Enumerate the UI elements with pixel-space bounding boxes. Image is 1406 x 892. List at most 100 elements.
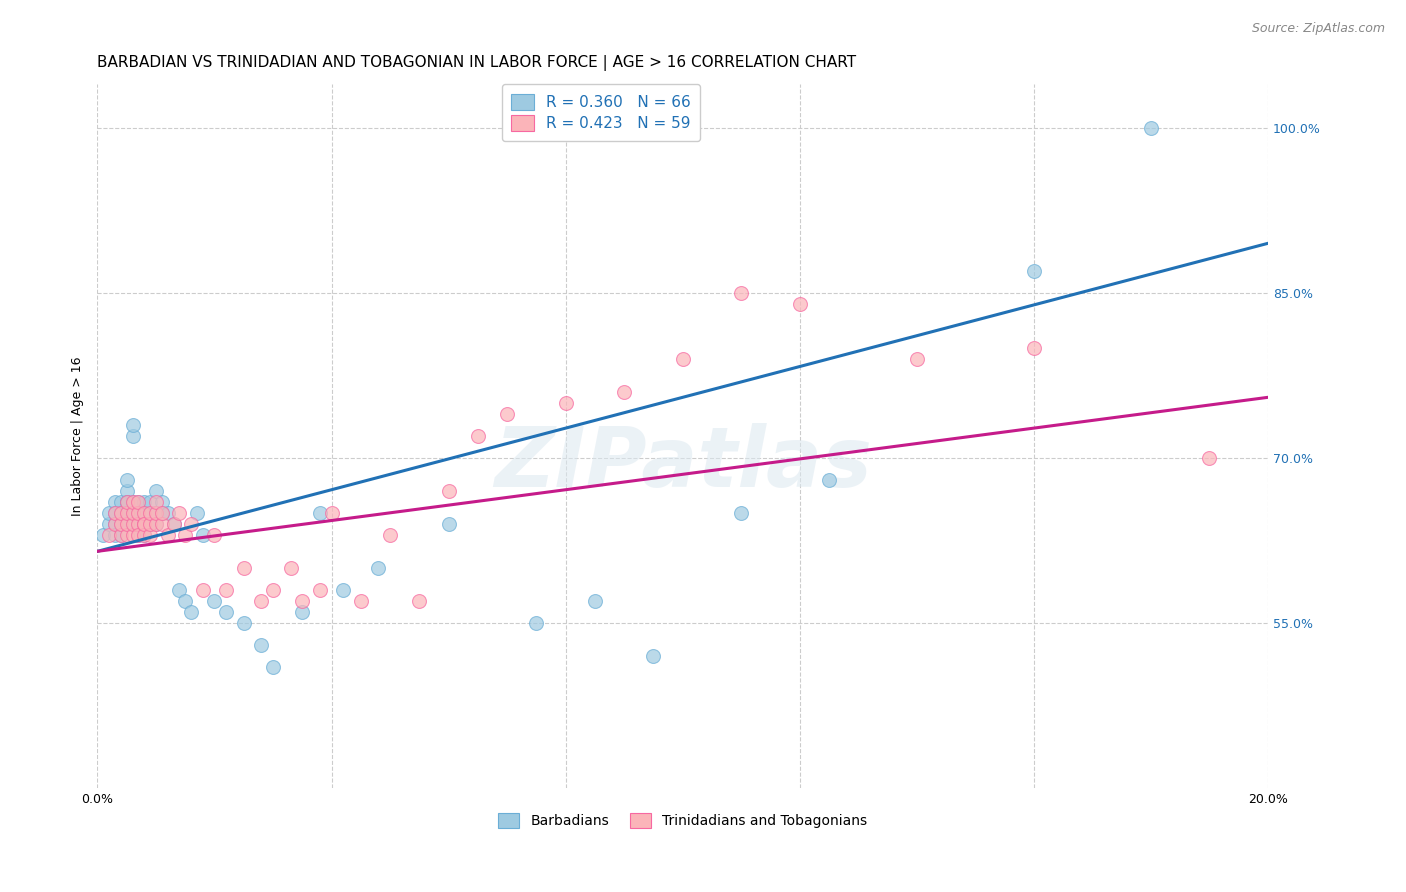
Point <box>110 516 132 531</box>
Point <box>134 528 156 542</box>
Point <box>150 516 173 531</box>
Point <box>134 516 156 531</box>
Point <box>291 594 314 608</box>
Point <box>104 506 127 520</box>
Point <box>204 594 226 608</box>
Point <box>169 506 191 520</box>
Point <box>134 506 156 520</box>
Point <box>121 495 143 509</box>
Point <box>134 516 156 531</box>
Legend: Barbadians, Trinidadians and Tobagonians: Barbadians, Trinidadians and Tobagonians <box>494 807 873 834</box>
Point <box>115 506 138 520</box>
Point <box>134 495 156 509</box>
Point <box>121 417 143 432</box>
Text: Source: ZipAtlas.com: Source: ZipAtlas.com <box>1251 22 1385 36</box>
Point <box>145 516 167 531</box>
Point <box>191 582 214 597</box>
Point <box>110 528 132 542</box>
Point <box>145 506 167 520</box>
Point <box>145 483 167 498</box>
Point <box>905 351 928 366</box>
Point <box>308 582 330 597</box>
Point <box>467 429 489 443</box>
Point <box>730 506 752 520</box>
Point <box>1198 450 1220 465</box>
Point <box>139 516 162 531</box>
Point <box>437 516 460 531</box>
Point <box>110 506 132 520</box>
Point <box>250 638 273 652</box>
Point <box>156 506 179 520</box>
Point <box>215 605 238 619</box>
Point <box>332 582 354 597</box>
Point <box>115 483 138 498</box>
Point <box>110 506 132 520</box>
Y-axis label: In Labor Force | Age > 16: In Labor Force | Age > 16 <box>72 356 84 516</box>
Point <box>174 594 197 608</box>
Point <box>262 660 284 674</box>
Point <box>104 495 127 509</box>
Point <box>121 516 143 531</box>
Point <box>1022 264 1045 278</box>
Point <box>139 506 162 520</box>
Point <box>308 506 330 520</box>
Point <box>180 516 202 531</box>
Point <box>156 528 179 542</box>
Point <box>127 516 149 531</box>
Point <box>496 407 519 421</box>
Point <box>127 528 149 542</box>
Point <box>115 473 138 487</box>
Point <box>115 495 138 509</box>
Point <box>110 516 132 531</box>
Point <box>121 506 143 520</box>
Point <box>115 516 138 531</box>
Point <box>583 594 606 608</box>
Point <box>127 528 149 542</box>
Point <box>145 495 167 509</box>
Point <box>186 506 208 520</box>
Point <box>110 516 132 531</box>
Point <box>232 561 254 575</box>
Point <box>115 495 138 509</box>
Point <box>789 297 811 311</box>
Point <box>104 528 127 542</box>
Point <box>145 506 167 520</box>
Point <box>262 582 284 597</box>
Point <box>98 516 121 531</box>
Point <box>121 429 143 443</box>
Point <box>104 516 127 531</box>
Point <box>150 506 173 520</box>
Text: ZIPatlas: ZIPatlas <box>494 424 872 505</box>
Point <box>98 506 121 520</box>
Point <box>215 582 238 597</box>
Point <box>115 495 138 509</box>
Point <box>121 528 143 542</box>
Point <box>139 516 162 531</box>
Point <box>127 506 149 520</box>
Point <box>115 506 138 520</box>
Point <box>672 351 695 366</box>
Point <box>145 516 167 531</box>
Point <box>162 516 184 531</box>
Point <box>110 506 132 520</box>
Point <box>643 648 665 663</box>
Point <box>121 516 143 531</box>
Point <box>134 506 156 520</box>
Point <box>115 516 138 531</box>
Point <box>121 506 143 520</box>
Point <box>121 506 143 520</box>
Point <box>104 516 127 531</box>
Point <box>367 561 389 575</box>
Point <box>204 528 226 542</box>
Point <box>110 495 132 509</box>
Point <box>408 594 430 608</box>
Point <box>250 594 273 608</box>
Point <box>180 605 202 619</box>
Point <box>321 506 343 520</box>
Point <box>127 495 149 509</box>
Point <box>730 285 752 300</box>
Point <box>162 516 184 531</box>
Point <box>350 594 373 608</box>
Point <box>139 506 162 520</box>
Point <box>554 396 576 410</box>
